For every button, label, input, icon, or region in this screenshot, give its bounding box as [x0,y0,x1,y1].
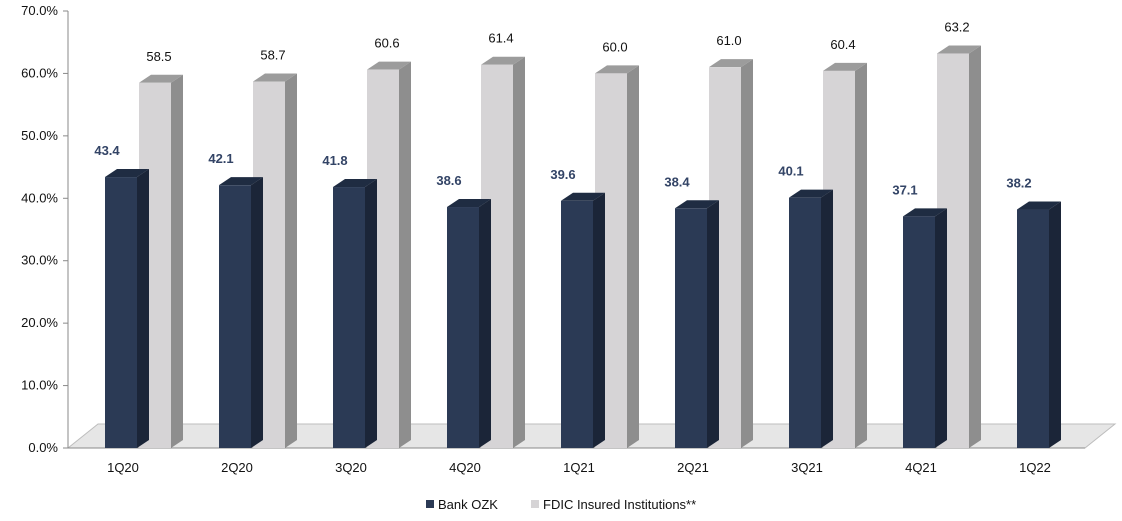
bar-bank-ozk-4q21-top [903,208,947,217]
data-label-bank-ozk-1q21: 39.6 [550,167,575,182]
legend-swatch-fdic [531,500,539,508]
data-labels: 58.5 43.4 58.7 42.1 60.6 41.8 61.4 38.6 60.0 39.6… [94,19,1031,197]
bar-bank-ozk-4q21-front [903,216,935,448]
bar-fdic-3q20-top [367,61,411,70]
bar-bank-ozk-2q20 [219,177,263,448]
bar-bank-ozk-2q21-front [675,208,707,448]
bar-bank-ozk-2q21-side [707,200,719,448]
y-tick-label-0-0: 0.0% [28,440,58,455]
bar-bank-ozk-1q21-front [561,200,593,448]
bar-bank-ozk-2q20-top [219,177,263,186]
bar-fdic-1q21-side [627,65,639,448]
bar-fdic-2q20-top [253,73,297,82]
y-tick-label-70-0: 70.0% [21,3,58,18]
y-tick-label-60-0: 60.0% [21,65,58,80]
data-label-bank-ozk-2q20: 42.1 [208,151,233,166]
bar-fdic-4q20-side [513,56,525,449]
data-label-fdic-1q20: 58.5 [146,49,171,64]
data-label-fdic-2q20: 58.7 [260,48,285,63]
y-tick-label-40-0: 40.0% [21,190,58,205]
bar-bank-ozk-3q20-top [333,179,377,188]
data-label-fdic-2q21: 61.0 [716,33,741,48]
bar-bank-ozk-4q20-side [479,199,491,448]
bar-bank-ozk-3q21-front [789,197,821,448]
bar-bank-ozk-1q22-top [1017,201,1061,210]
bar-bank-ozk-1q21 [561,192,605,448]
bar-bank-ozk-3q20 [333,179,377,448]
data-label-bank-ozk-2q21: 38.4 [664,174,690,189]
bar-fdic-1q21-top [595,65,639,74]
bar-bank-ozk-3q21-side [821,189,833,448]
bar-fdic-4q21-side [969,45,981,449]
bar-bank-ozk-1q20-front [105,177,137,448]
bar-fdic-2q21-side [741,59,753,448]
bar-bank-ozk-1q22-front [1017,209,1049,448]
bar-bank-ozk-3q20-front [333,187,365,448]
bar-bank-ozk-4q20-front [447,207,479,448]
data-label-bank-ozk-4q21: 37.1 [892,182,917,197]
x-axis: 1Q20 2Q20 3Q20 4Q20 1Q21 2Q21 3Q21 4Q21 1Q22 [107,460,1051,475]
bar-bank-ozk-1q20-side [137,169,149,448]
bar-bank-ozk-4q21-side [935,208,947,448]
bar-bank-ozk-1q20-top [105,169,149,178]
y-tick-label-10-0: 10.0% [21,378,58,393]
legend: Bank OZK FDIC Insured Institutions** [426,497,696,512]
x-tick-label-2q20: 2Q20 [221,460,253,475]
y-tick-label-50-0: 50.0% [21,128,58,143]
bar-fdic-3q20-side [399,61,411,448]
data-label-bank-ozk-1q20: 43.4 [94,143,120,158]
bar-bank-ozk-4q20 [447,199,491,448]
y-tick-label-20-0: 20.0% [21,315,58,330]
y-axis: 0.0% 10.0% 20.0% 30.0% 40.0% 50.0% 60.0% 70.0% [21,3,69,455]
data-label-bank-ozk-1q22: 38.2 [1006,176,1031,191]
bar-bank-ozk-4q21 [903,208,947,448]
data-label-fdic-4q21: 63.2 [944,19,969,34]
x-tick-label-1q20: 1Q20 [107,460,139,475]
bar-fdic-3q21-side [855,62,867,448]
data-label-fdic-3q21: 60.4 [830,37,855,52]
bar-bank-ozk-3q21 [789,189,833,448]
data-label-fdic-1q21: 60.0 [602,39,627,54]
data-label-bank-ozk-3q21: 40.1 [778,164,803,179]
x-tick-label-4q20: 4Q20 [449,460,481,475]
bar-bank-ozk-4q20-top [447,199,491,208]
legend-swatch-bank-ozk [426,500,434,508]
bar-bank-ozk-2q21-top [675,200,719,209]
bar-fdic-3q21-top [823,62,867,71]
x-tick-label-4q21: 4Q21 [905,460,937,475]
bar-fdic-1q20-top [139,74,183,83]
x-tick-label-1q21: 1Q21 [563,460,595,475]
bar-fdic-4q20-top [481,56,525,65]
data-label-fdic-4q20: 61.4 [488,31,513,46]
data-label-fdic-3q20: 60.6 [374,36,399,51]
bar-fdic-1q21 [595,65,639,448]
legend-label-fdic: FDIC Insured Institutions** [543,497,696,512]
bar-bank-ozk-2q20-side [251,177,263,448]
bar-bank-ozk-2q21 [675,200,719,448]
data-label-bank-ozk-4q20: 38.6 [436,173,461,188]
bar-bank-ozk-1q22-side [1049,201,1061,448]
bar-bank-ozk-3q20-side [365,179,377,448]
y-tick-label-30-0: 30.0% [21,253,58,268]
x-tick-label-2q21: 2Q21 [677,460,709,475]
bar-bank-ozk-1q21-side [593,192,605,448]
bar-bank-ozk-1q22 [1017,201,1061,448]
bar-bank-ozk-3q21-top [789,189,833,198]
bar-fdic-2q20-side [285,73,297,449]
legend-label-bank-ozk: Bank OZK [438,497,498,512]
bar-fdic-2q21-top [709,59,753,68]
data-label-bank-ozk-3q20: 41.8 [322,153,347,168]
bar-series [105,45,1061,449]
x-tick-label-3q21: 3Q21 [791,460,823,475]
bar-bank-ozk-1q21-top [561,192,605,201]
x-tick-label-3q20: 3Q20 [335,460,367,475]
bar-fdic-1q20-side [171,74,183,449]
bar-bank-ozk-2q20-front [219,185,251,448]
bar-bank-ozk-1q20 [105,169,149,448]
bar-fdic-4q21-top [937,45,981,54]
x-tick-label-1q22: 1Q22 [1019,460,1051,475]
